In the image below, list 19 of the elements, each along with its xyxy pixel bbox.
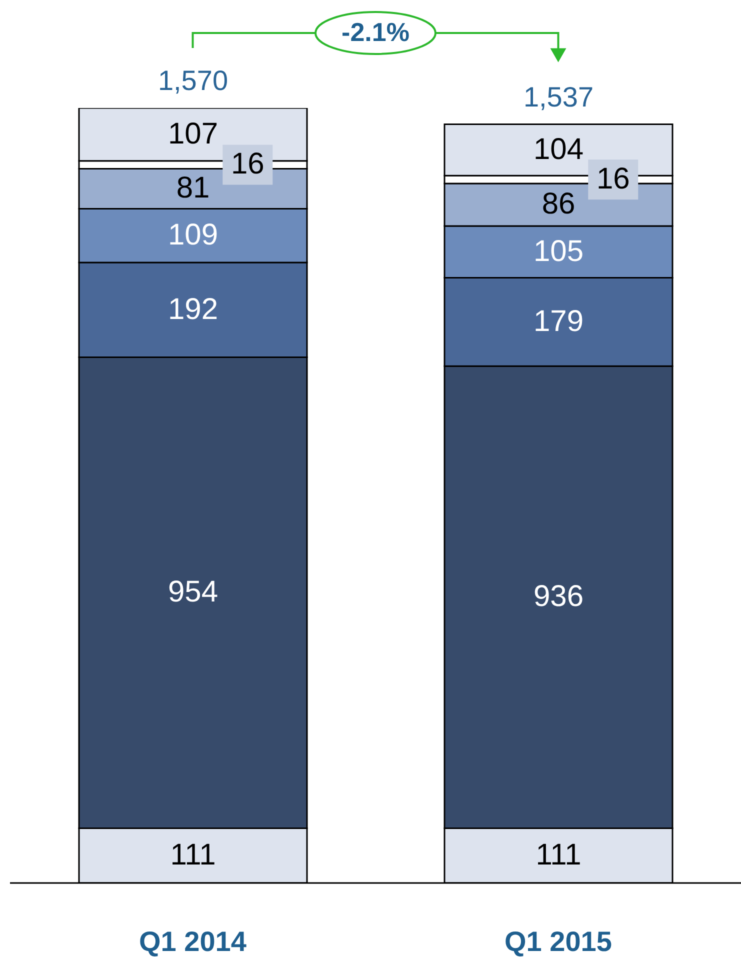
data-label: 111: [170, 838, 216, 872]
data-label: 104: [533, 132, 584, 166]
data-label: 105: [533, 234, 584, 268]
data-label: 936: [533, 580, 584, 614]
data-label: 16: [596, 162, 630, 196]
data-label: 109: [168, 218, 218, 252]
x-tick-label: Q1 2014: [139, 926, 247, 957]
data-label: 86: [542, 188, 576, 221]
data-label: 16: [230, 148, 264, 181]
text: -2.1%: [342, 16, 410, 47]
total-label: 1,570: [158, 65, 228, 96]
data-label: 111: [536, 838, 582, 872]
data-label: 954: [168, 576, 218, 609]
data-label: 81: [176, 172, 210, 205]
total-label: 1,537: [523, 81, 594, 112]
data-label: 192: [168, 292, 218, 326]
x-tick-label: Q1 2015: [504, 926, 612, 957]
data-label: 107: [168, 117, 218, 150]
data-label: 179: [533, 304, 584, 338]
